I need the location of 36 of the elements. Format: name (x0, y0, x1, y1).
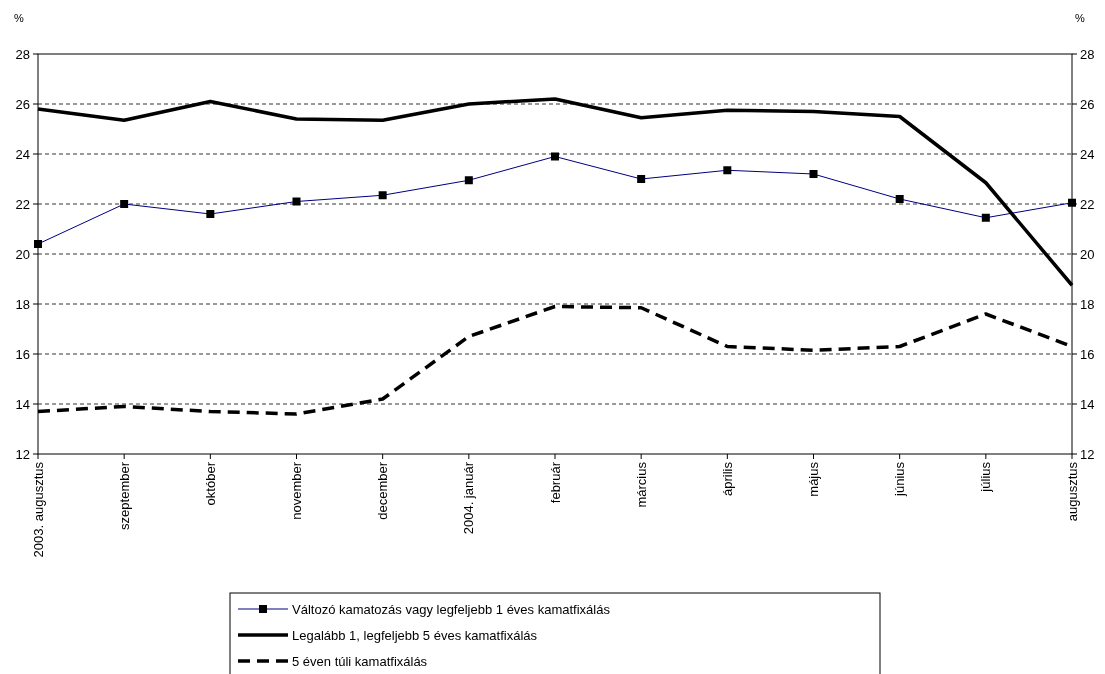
y2-tick-label: 18 (1080, 296, 1095, 312)
x-tick-label: augusztus (1064, 461, 1080, 522)
y2-tick-label: 24 (1080, 146, 1095, 162)
x-tick-label: május (806, 461, 822, 497)
y2-tick-label: 12 (1080, 446, 1095, 462)
y-tick-label: 16 (15, 346, 30, 362)
x-tick-label: június (892, 461, 908, 497)
legend-label: Legalább 1, legfeljebb 5 éves kamatfixálás (292, 627, 538, 643)
y-tick-label: 28 (15, 46, 30, 62)
y-tick-label: 14 (15, 396, 30, 412)
y2-tick-label: 16 (1080, 346, 1095, 362)
y-tick-label: 24 (15, 146, 30, 162)
y-tick-label: 20 (15, 246, 30, 262)
x-tick-label: július (978, 461, 994, 493)
y2-axis-title: % (1075, 12, 1085, 24)
y-tick-label: 22 (15, 196, 30, 212)
y-tick-label: 12 (15, 446, 30, 462)
x-tick-label: november (289, 461, 305, 520)
x-tick-label: december (375, 461, 391, 520)
y-tick-label: 18 (15, 296, 30, 312)
x-tick-label: március (633, 461, 649, 508)
y2-tick-label: 22 (1080, 196, 1095, 212)
x-tick-label: április (719, 461, 735, 496)
legend-label: 5 éven túli kamatfixálás (292, 653, 428, 669)
y2-tick-label: 26 (1080, 96, 1095, 112)
x-tick-label: 2004. január (461, 461, 477, 535)
y2-tick-label: 14 (1080, 396, 1095, 412)
y2-tick-label: 20 (1080, 246, 1095, 262)
y-axis-title: % (14, 12, 24, 24)
x-tick-label: február (547, 461, 563, 504)
legend-label: Változó kamatozás vagy legfeljebb 1 éves kamatfixálás (292, 601, 611, 617)
x-tick-label: október (202, 461, 218, 506)
y-tick-label: 26 (15, 96, 30, 112)
x-tick-label: szeptember (116, 461, 132, 530)
x-tick-label: 2003. augusztus (30, 461, 46, 558)
y2-tick-label: 28 (1080, 46, 1095, 62)
